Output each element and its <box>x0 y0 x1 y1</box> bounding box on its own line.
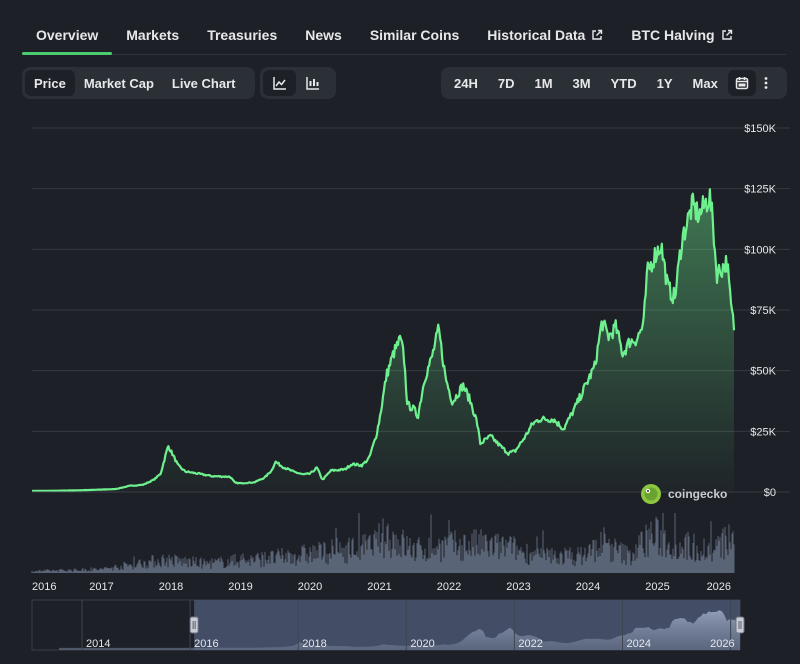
tab-news[interactable]: News <box>291 20 356 54</box>
range-1m-button[interactable]: 1M <box>534 75 553 91</box>
external-link-icon <box>585 29 603 41</box>
navigator-tick-label: 2014 <box>86 638 110 650</box>
y-tick-label: $150K <box>744 123 776 135</box>
range-24h-button[interactable]: 24H <box>454 75 478 91</box>
x-tick-label: 2021 <box>367 581 391 593</box>
y-tick-label: $50K <box>750 366 776 378</box>
x-tick-label: 2017 <box>89 581 113 593</box>
tab-bar: Overview Markets Treasuries News Similar Coi… <box>22 20 786 55</box>
volume-bar <box>31 513 735 573</box>
x-tick-label: 2026 <box>707 581 731 593</box>
range-1y-button[interactable]: 1Y <box>656 75 673 91</box>
calendar-icon <box>735 76 749 90</box>
navigator-tick-label: 2026 <box>710 638 734 650</box>
y-tick-label: $125K <box>744 184 776 196</box>
tab-similar-coins[interactable]: Similar Coins <box>356 20 473 54</box>
range-ytd-button[interactable]: YTD <box>610 75 637 91</box>
volume-bars <box>31 513 735 573</box>
range-max-button[interactable]: Max <box>692 75 718 91</box>
tab-treasuries[interactable]: Treasuries <box>193 20 291 54</box>
tab-label: BTC Halving <box>631 27 715 43</box>
navigator-tick-label: 2020 <box>410 638 434 650</box>
x-tick-label: 2022 <box>437 581 461 593</box>
x-tick-label: 2024 <box>576 581 600 593</box>
navigator-tick-label: 2018 <box>302 638 326 650</box>
x-tick-label: 2020 <box>298 581 322 593</box>
x-tick-label: 2019 <box>228 581 252 593</box>
watermark-text: coingecko <box>668 487 727 501</box>
tab-label: Treasuries <box>207 27 278 43</box>
candlestick-icon <box>305 76 320 90</box>
line-chart-button[interactable] <box>263 70 296 96</box>
market-cap-button[interactable]: Market Cap <box>83 75 154 91</box>
time-range-group: 24H 7D 1M 3M YTD 1Y Max <box>441 67 787 99</box>
tab-historical-data[interactable]: Historical Data <box>473 20 617 54</box>
y-tick-label: $0 <box>764 487 776 499</box>
chart-type-toggle-group <box>260 67 336 99</box>
external-link-icon <box>715 29 733 41</box>
tab-label: Similar Coins <box>369 27 460 43</box>
more-vertical-icon <box>763 76 769 90</box>
x-tick-label: 2023 <box>506 581 530 593</box>
navigator-tick-label: 2022 <box>518 638 542 650</box>
tab-label: News <box>305 27 342 43</box>
calendar-button[interactable] <box>727 70 756 96</box>
live-chart-button[interactable]: Live Chart <box>171 75 236 91</box>
candlestick-button[interactable] <box>296 70 329 96</box>
x-tick-label: 2016 <box>32 581 56 593</box>
x-tick-label: 2025 <box>645 581 669 593</box>
tab-label: Markets <box>126 27 180 43</box>
tab-btc-halving[interactable]: BTC Halving <box>617 20 746 54</box>
line-chart-icon <box>272 76 287 90</box>
navigator-right-handle[interactable] <box>735 616 745 634</box>
y-tick-label: $75K <box>750 305 776 317</box>
price-area <box>32 189 734 492</box>
x-tick-label: 2018 <box>159 581 183 593</box>
tab-label: Overview <box>36 27 99 43</box>
range-navigator[interactable]: 2014 2016 2018 2020 2022 2024 2026 <box>31 599 745 651</box>
navigator-area <box>59 610 740 650</box>
tab-markets[interactable]: Markets <box>112 20 193 54</box>
navigator-left-handle[interactable] <box>189 616 199 634</box>
more-vertical-button[interactable] <box>756 70 776 96</box>
range-7d-button[interactable]: 7D <box>497 75 515 91</box>
range-3m-button[interactable]: 3M <box>572 75 591 91</box>
price-line <box>31 188 736 493</box>
tab-label: Historical Data <box>487 27 586 43</box>
y-tick-label: $25K <box>750 426 776 438</box>
navigator-tick-label: 2016 <box>194 638 218 650</box>
metric-toggle-group: Price Market Cap Live Chart <box>22 67 255 99</box>
navigator-tick-label: 2024 <box>627 638 651 650</box>
coingecko-watermark: coingecko <box>641 484 727 504</box>
tab-overview[interactable]: Overview <box>22 20 113 55</box>
price-button[interactable]: Price <box>25 70 75 96</box>
y-tick-label: $100K <box>744 244 776 256</box>
